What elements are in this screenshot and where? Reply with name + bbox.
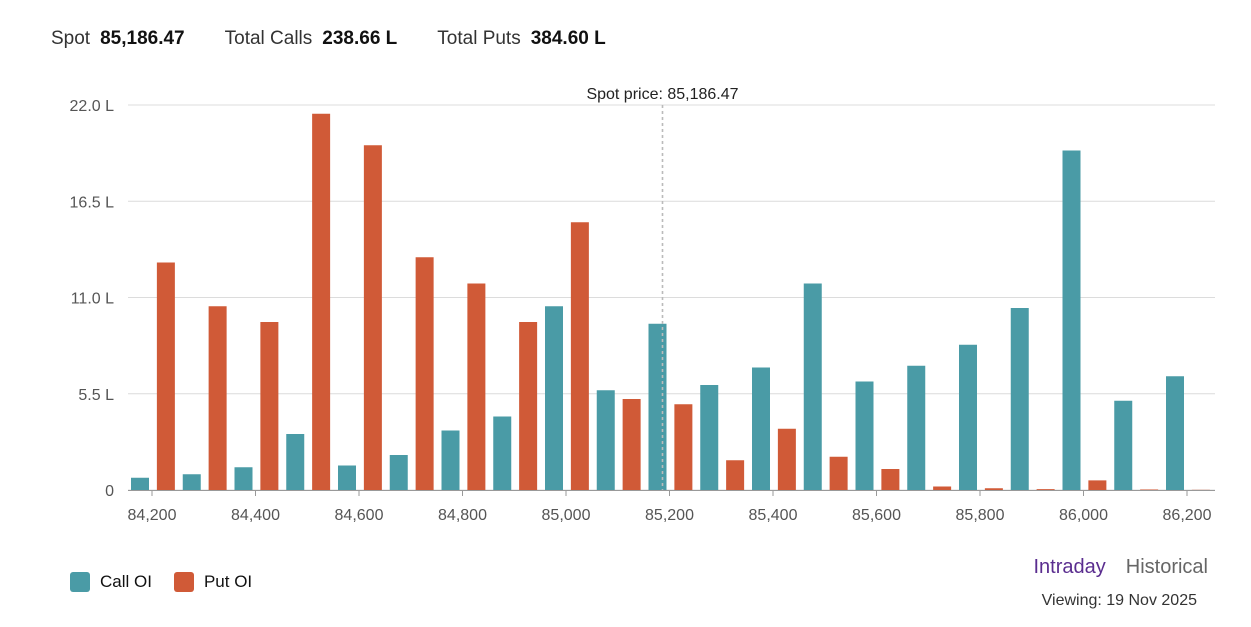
bars <box>131 113 1210 491</box>
spot-label: Spot <box>51 28 91 49</box>
legend-put-label: Put OI <box>203 572 253 591</box>
x-tick-label: 85,200 <box>645 507 694 524</box>
x-tick-label: 84,400 <box>231 507 280 524</box>
spot-summary: Spot 85,186.47 <box>51 28 185 50</box>
call-oi-bar[interactable] <box>338 465 356 491</box>
total-calls-value: 238.66 L <box>322 28 398 49</box>
put-oi-bar[interactable] <box>726 460 745 490</box>
historical-tab[interactable]: Historical <box>1125 556 1208 578</box>
spot-value: 85,186.47 <box>100 28 185 49</box>
put-oi-bar[interactable] <box>1036 489 1055 490</box>
summary-bar: Spot 85,186.47 Total Calls 238.66 L Tota… <box>51 28 606 50</box>
y-tick-label: 0 <box>105 483 114 500</box>
put-oi-bar[interactable] <box>260 322 279 490</box>
x-tick-label: 86,000 <box>1059 507 1108 524</box>
total-puts-summary: Total Puts 384.60 L <box>437 28 605 50</box>
put-oi-bar[interactable] <box>984 488 1003 490</box>
call-oi-bar[interactable] <box>545 306 563 490</box>
put-oi-bar[interactable] <box>415 257 434 490</box>
call-oi-bar[interactable] <box>1010 308 1029 490</box>
call-oi-bar[interactable] <box>648 323 667 490</box>
call-oi-bar[interactable] <box>803 283 822 491</box>
view-mode-toggle: Intraday Historical <box>1033 556 1208 579</box>
call-oi-bar[interactable] <box>286 434 305 490</box>
put-oi-bar[interactable] <box>570 222 589 490</box>
x-tick-label: 84,800 <box>438 507 487 524</box>
call-oi-bar[interactable] <box>752 367 770 491</box>
total-puts-value: 384.60 L <box>530 28 606 49</box>
y-tick-label: 11.0 L <box>71 291 114 308</box>
call-oi-bar[interactable] <box>1062 150 1081 491</box>
x-tick-label: 85,000 <box>542 507 591 524</box>
spot-marker: Spot price: 85,186.47 <box>586 86 739 490</box>
x-tick-label: 85,800 <box>956 507 1005 524</box>
call-oi-bar[interactable] <box>700 385 719 490</box>
x-tick-label: 84,200 <box>128 507 177 524</box>
put-oi-bar[interactable] <box>156 262 175 491</box>
put-oi-bar[interactable] <box>1140 489 1159 490</box>
call-oi-bar[interactable] <box>959 344 977 490</box>
put-oi-bar[interactable] <box>881 469 900 490</box>
call-oi-bar[interactable] <box>1166 376 1184 490</box>
x-axis: 84,200 84,400 84,600 84,800 85,000 85,200 85,4… <box>128 490 1215 524</box>
call-oi-bar[interactable] <box>596 390 615 490</box>
viewing-date: Viewing: 19 Nov 2025 <box>1041 592 1197 609</box>
legend-call-label: Call OI <box>100 572 152 591</box>
legend-call-oi[interactable]: Call OI <box>70 572 152 592</box>
x-tick-label: 86,200 <box>1163 507 1212 524</box>
call-oi-bar[interactable] <box>1114 400 1133 490</box>
put-oi-bar[interactable] <box>829 456 848 490</box>
y-tick-label: 16.5 L <box>70 194 115 211</box>
grid-lines <box>128 104 1215 491</box>
y-axis-labels: 0 5.5 L 11.0 L 16.5 L 22.0 L <box>70 98 115 500</box>
legend-put-oi[interactable]: Put OI <box>173 572 253 592</box>
call-oi-bar[interactable] <box>389 455 408 490</box>
put-oi-bar[interactable] <box>208 306 227 490</box>
call-oi-bar[interactable] <box>234 467 253 490</box>
put-oi-bar[interactable] <box>1088 480 1107 490</box>
put-oi-bar[interactable] <box>674 404 693 490</box>
put-oi-bar[interactable] <box>933 486 952 491</box>
put-oi-bar[interactable] <box>312 113 331 490</box>
put-oi-bar[interactable] <box>467 283 486 491</box>
y-tick-label: 22.0 L <box>70 98 115 115</box>
intraday-tab[interactable]: Intraday <box>1033 556 1106 578</box>
call-oi-bar[interactable] <box>493 416 512 491</box>
x-tick-label: 84,600 <box>335 507 384 524</box>
oi-bar-chart: 05.5 L11.0 L16.5 L22.0 L 84,200 84,400 84,… <box>70 86 1215 524</box>
call-oi-bar[interactable] <box>441 430 460 491</box>
x-tick-label: 85,400 <box>749 507 798 524</box>
legend-put-swatch <box>173 572 194 592</box>
call-oi-bar[interactable] <box>182 474 201 490</box>
chart-legend: Call OI Put OI <box>70 572 252 592</box>
total-puts-label: Total Puts <box>437 28 521 49</box>
put-oi-bar[interactable] <box>363 145 382 490</box>
x-tick-label: 85,600 <box>852 507 901 524</box>
put-oi-bar[interactable] <box>519 322 538 490</box>
call-oi-bar[interactable] <box>131 477 149 490</box>
total-calls-label: Total Calls <box>224 28 313 49</box>
total-calls-summary: Total Calls 238.66 L <box>225 28 398 50</box>
put-oi-bar[interactable] <box>777 428 796 490</box>
spot-price-label: Spot price: 85,186.47 <box>586 86 738 103</box>
call-oi-bar[interactable] <box>855 381 874 491</box>
call-oi-bar[interactable] <box>907 365 926 490</box>
y-tick-label: 5.5 L <box>78 387 114 404</box>
legend-call-swatch <box>70 572 90 592</box>
put-oi-bar[interactable] <box>622 399 641 490</box>
